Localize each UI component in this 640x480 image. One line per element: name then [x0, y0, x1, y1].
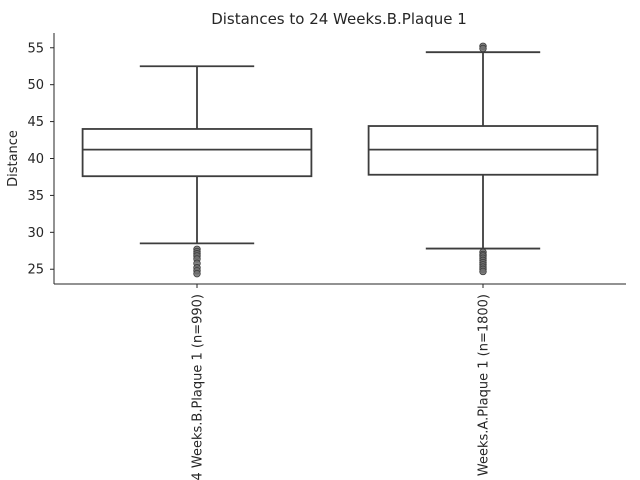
outlier-point [479, 267, 487, 276]
x-tick-label: 24 Weeks.A.Plaque 1 (n=1800) [477, 294, 492, 480]
chart-title: Distances to 24 Weeks.B.Plaque 1 [211, 10, 467, 28]
y-tick-label: 25 [27, 263, 44, 278]
y-tick-label: 45 [27, 115, 44, 130]
box-iqr [81, 128, 313, 178]
plot-area: 25 30 35 40 45 50 55 24 Weeks.B.Plaque 1 (n=990… [27, 33, 626, 480]
y-tick-label: 40 [27, 152, 44, 167]
y-tick-label: 55 [27, 41, 44, 56]
x-tick-label: 24 Weeks.B.Plaque 1 (n=990) [191, 294, 206, 480]
y-tick-label: 50 [27, 78, 44, 93]
y-axis-label: Distance [6, 130, 21, 187]
outlier-point [479, 44, 487, 53]
outlier-point [193, 269, 201, 278]
y-tick-label: 35 [27, 189, 44, 204]
y-tick-label: 30 [27, 226, 44, 241]
